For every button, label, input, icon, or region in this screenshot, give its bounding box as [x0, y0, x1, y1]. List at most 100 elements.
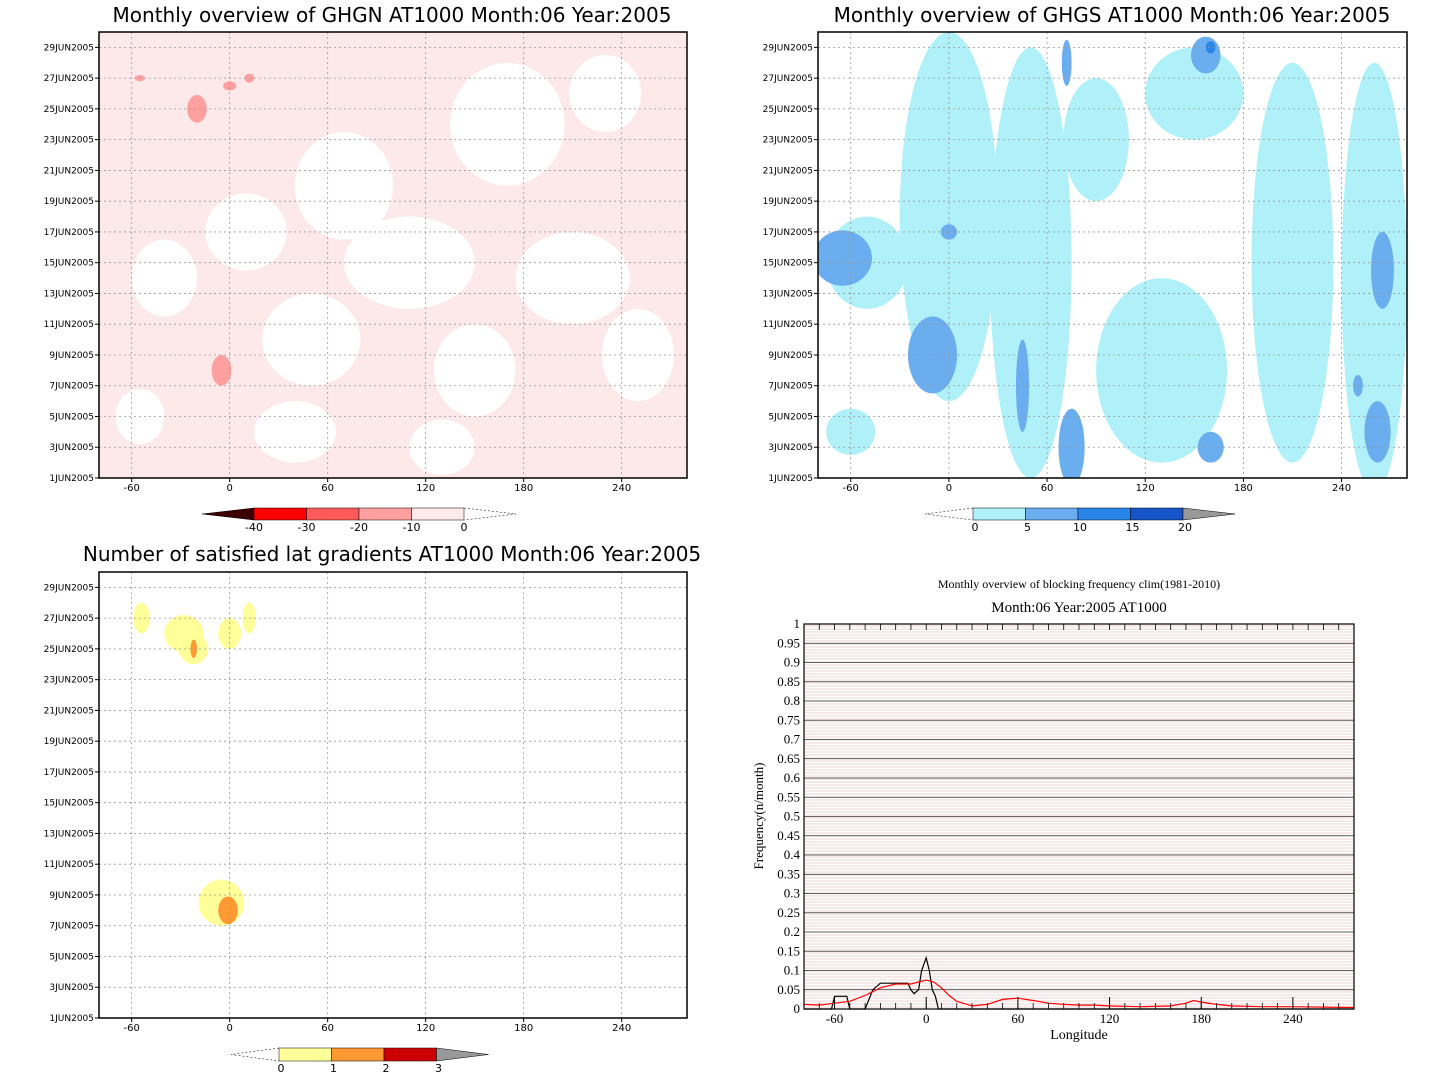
ghgn-panel: Monthly overview of GHGN AT1000 Month:06… [44, 3, 688, 534]
x-tick-label: 240 [1283, 1011, 1303, 1026]
y-tick-label: 1JUN2005 [49, 474, 94, 484]
x-tick-label: 60 [1041, 483, 1054, 494]
y-tick-label: 13JUN2005 [44, 289, 94, 299]
ghgn-grid [99, 32, 687, 479]
contour-region [133, 602, 150, 634]
x-tick-label: 120 [416, 483, 435, 494]
contour-region [223, 81, 237, 91]
colorbar-swatch [358, 507, 412, 521]
y-tick-label: 23JUN2005 [763, 136, 813, 146]
colorbar-swatch [972, 507, 1026, 521]
y-tick-label: 0.3 [784, 886, 800, 901]
contour-region [1364, 401, 1391, 463]
ghgn-x-axis: -60 0 60 120 180 240 [123, 478, 631, 494]
y-tick-label: 0.4 [784, 847, 801, 862]
y-tick-label: 27JUN2005 [44, 74, 94, 84]
y-tick-label: 3JUN2005 [49, 983, 94, 993]
y-tick-label: 3JUN2005 [49, 443, 94, 453]
x-tick-label: 0 [226, 1023, 232, 1034]
lat-gradients-x-axis: -60 0 60 120 180 240 [123, 1018, 631, 1034]
blocking-frequency-panel: Monthly overview of blocking frequency c… [751, 577, 1355, 1043]
y-tick-label: 29JUN2005 [763, 43, 813, 53]
y-tick-label: 5JUN2005 [768, 412, 813, 422]
y-tick-label: 17JUN2005 [763, 228, 813, 238]
ghgs-x-axis: -60 0 60 120 180 240 [843, 478, 1351, 494]
y-tick-label: 0.9 [784, 655, 800, 670]
colorbar-label: 0 [461, 521, 468, 534]
y-tick-label: 0 [794, 1001, 801, 1016]
x-tick-label: 240 [612, 483, 631, 494]
y-tick-label: 25JUN2005 [763, 105, 813, 115]
x-tick-label: 60 [1011, 1011, 1024, 1026]
contour-region [1015, 339, 1030, 432]
blocking-x-axis: -60 0 60 120 180 240 [803, 624, 1355, 1026]
y-tick-label: 0.75 [777, 712, 800, 727]
y-tick-label: 1JUN2005 [49, 1014, 94, 1024]
colorbar-swatch [331, 1047, 385, 1062]
y-tick-label: 0.5 [784, 809, 800, 824]
contour-region [989, 47, 1072, 478]
y-tick-label: 13JUN2005 [763, 289, 813, 299]
y-tick-label: 21JUN2005 [44, 706, 94, 716]
contour-region [1353, 374, 1363, 397]
y-tick-label: 0.15 [777, 943, 800, 958]
contour-region [433, 324, 516, 417]
x-tick-label: 60 [321, 1023, 334, 1034]
y-tick-label: 0.7 [784, 732, 801, 747]
y-tick-label: 15JUN2005 [44, 259, 94, 269]
y-tick-label: 5JUN2005 [49, 412, 94, 422]
x-tick-label: 240 [1332, 483, 1351, 494]
y-tick-label: 25JUN2005 [44, 105, 94, 115]
colorbar-arrow-high [463, 507, 517, 521]
x-tick-label: 180 [1234, 483, 1253, 494]
contour-region [187, 95, 207, 123]
contour-region [1058, 408, 1085, 478]
contour-region [1061, 39, 1072, 86]
ghgs-y-axis: 1JUN2005 3JUN2005 5JUN2005 7JUN2005 9JUN2005… [763, 43, 818, 484]
contour-region [1145, 47, 1244, 140]
y-tick-label: 7JUN2005 [768, 382, 813, 392]
y-tick-label: 0.95 [777, 635, 800, 650]
lat-gradients-colorbar: 0 1 2 3 [230, 1047, 489, 1075]
y-tick-label: 19JUN2005 [44, 197, 94, 207]
blocking-frequency-title: Monthly overview of blocking frequency c… [938, 577, 1220, 591]
ghgs-grid [818, 32, 1407, 479]
x-tick-label: 60 [321, 483, 334, 494]
y-tick-label: 19JUN2005 [763, 197, 813, 207]
colorbar-label: 0 [278, 1062, 285, 1075]
ghgs-plot-frame [817, 31, 1408, 479]
contour-region [218, 896, 238, 925]
contour-region [1191, 36, 1221, 74]
y-tick-label: 23JUN2005 [44, 676, 94, 686]
y-tick-label: 21JUN2005 [763, 166, 813, 176]
contour-region [826, 408, 876, 455]
ghgs-title: Monthly overview of GHGS AT1000 Month:06… [834, 3, 1391, 27]
lat-gradients-y-axis: 1JUN2005 3JUN2005 5JUN2005 7JUN2005 9JUN2005… [44, 583, 99, 1024]
y-tick-label: 0.55 [777, 789, 800, 804]
ghgn-plot-frame [98, 31, 688, 479]
y-tick-label: 0.45 [777, 828, 800, 843]
colorbar-swatch [383, 1047, 437, 1062]
lat-gradients-plot-frame [98, 571, 688, 1019]
colorbar-swatch [306, 507, 360, 521]
colorbar-arrow-high [436, 1047, 489, 1062]
contour-region [450, 62, 565, 186]
colorbar-swatch [1077, 507, 1131, 521]
x-tick-label: -60 [123, 483, 139, 494]
blocking-grid [804, 623, 1354, 1010]
x-tick-label: 0 [923, 1011, 930, 1026]
x-tick-label: 0 [946, 483, 952, 494]
contour-region [211, 354, 232, 386]
lat-gradients-grid [99, 572, 687, 1019]
contour-region [907, 316, 958, 394]
lat-gradients-panel: Number of satisfied lat gradients AT1000… [44, 542, 701, 1075]
blocking-y-axis: 0 0.05 0.1 0.15 0.2 0.25 0.3 0.35 0.4 0.45 0.5 0.55… [777, 616, 800, 1016]
y-tick-label: 17JUN2005 [44, 768, 94, 778]
x-tick-label: 180 [1191, 1011, 1211, 1026]
y-tick-label: 0.65 [777, 751, 800, 766]
contour-region [1251, 62, 1334, 463]
y-tick-label: 0.85 [777, 674, 800, 689]
y-tick-label: 0.1 [784, 963, 800, 978]
contour-region [295, 131, 393, 240]
colorbar-label: -10 [403, 521, 421, 534]
